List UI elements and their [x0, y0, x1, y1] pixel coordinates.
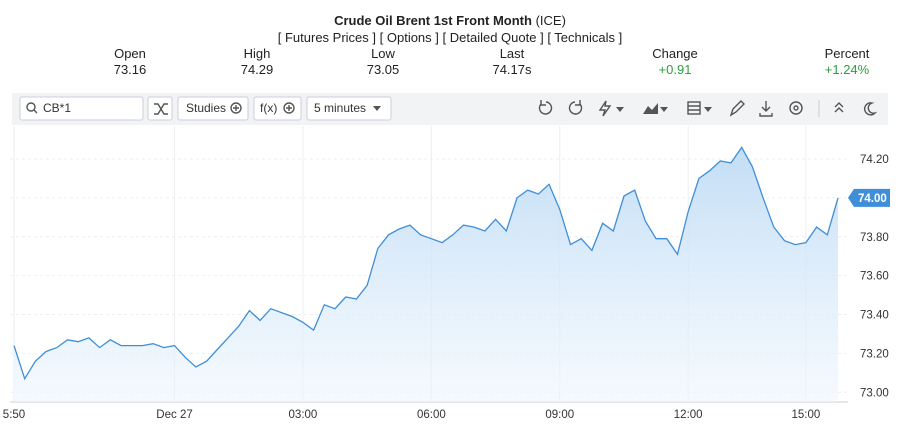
y-tick-label: 73.20 — [860, 348, 889, 360]
y-tick-label: 73.60 — [860, 271, 889, 283]
dropdown-arrow — [660, 107, 668, 112]
settings-icon — [793, 105, 799, 111]
settings-icon[interactable] — [789, 101, 803, 115]
search-icon — [26, 102, 36, 112]
dropdown-arrow — [373, 106, 381, 111]
stat-label: Change — [652, 46, 698, 61]
studies-label: Studies — [186, 101, 226, 115]
plus-icon — [233, 105, 239, 111]
stat-value: 73.05 — [367, 62, 400, 77]
events-icon[interactable] — [598, 100, 612, 117]
price-line — [13, 146, 839, 381]
x-tick-label: 12:00 — [674, 409, 703, 421]
x-tick-label: 06:00 — [417, 409, 446, 421]
chart-type-icon[interactable] — [643, 103, 658, 114]
x-tick-label: 5:50 — [3, 409, 25, 421]
stat-label: Open — [114, 46, 146, 61]
stat-label: Last — [500, 46, 525, 61]
studies-button[interactable] — [177, 96, 249, 121]
dropdown-arrow — [616, 107, 624, 112]
quote-link[interactable]: [ Futures Prices ] — [278, 30, 376, 45]
quote-links: [ Futures Prices ] [ Options ] [ Detaile… — [278, 30, 622, 45]
y-tick-label: 74.20 — [860, 154, 889, 166]
stat-value: 74.17s — [492, 62, 532, 77]
stat-label: Percent — [825, 46, 870, 61]
x-tick-label: Dec 27 — [156, 409, 192, 421]
download-icon[interactable] — [759, 101, 773, 117]
title-line: Crude Oil Brent 1st Front Month (ICE) — [334, 13, 566, 28]
links-line: [ Futures Prices ] [ Options ] [ Detaile… — [278, 30, 622, 45]
symbol-input[interactable] — [19, 96, 144, 121]
price-tag — [848, 188, 890, 207]
exchange: (ICE) — [536, 13, 566, 28]
functions-label: f(x) — [260, 101, 277, 115]
stat-value: +1.24% — [825, 62, 870, 77]
title: Crude Oil Brent 1st Front Month — [334, 13, 532, 28]
draw-icon[interactable] — [729, 100, 745, 117]
plus-icon — [283, 102, 295, 114]
interval-label: 5 minutes — [314, 101, 366, 115]
interval-button[interactable] — [306, 96, 392, 121]
theme-icon[interactable] — [864, 102, 878, 116]
price-tag-label: 74.00 — [858, 193, 887, 205]
x-tick-label: 15:00 — [792, 409, 821, 421]
area-fill — [14, 147, 838, 402]
quote-link[interactable]: [ Technicals ] — [547, 30, 622, 45]
plus-icon — [286, 105, 292, 111]
y-tick-label: 73.00 — [860, 387, 889, 399]
redo-icon[interactable] — [568, 100, 583, 115]
plus-icon — [230, 102, 242, 114]
quote-link[interactable]: [ Options ] — [380, 30, 439, 45]
layout-icon — [688, 105, 700, 111]
stat-label: Low — [371, 46, 395, 61]
x-tick-label: 09:00 — [545, 409, 574, 421]
undo-icon[interactable] — [538, 100, 553, 115]
toolbar-icons — [538, 100, 878, 117]
collapse-icon[interactable] — [834, 102, 844, 113]
y-tick-label: 73.80 — [860, 232, 889, 244]
layout-icon[interactable] — [687, 101, 701, 115]
search-icon-handle — [33, 109, 38, 114]
y-tick-label: 73.40 — [860, 310, 889, 322]
stat-value: +0.91 — [659, 62, 692, 77]
stat-label: High — [244, 46, 271, 61]
dropdown-arrow — [704, 107, 712, 112]
x-tick-label: 03:00 — [289, 409, 318, 421]
quote-link[interactable]: [ Detailed Quote ] — [443, 30, 544, 45]
stat-value: 74.29 — [241, 62, 274, 77]
chart: 73.00 73.20 73.40 73.60 73.80 74.00 74.20 5:50 D… — [3, 126, 890, 421]
stat-value: 73.16 — [114, 62, 147, 77]
compare-icon — [154, 103, 168, 115]
symbol: CB*1 — [43, 101, 71, 115]
